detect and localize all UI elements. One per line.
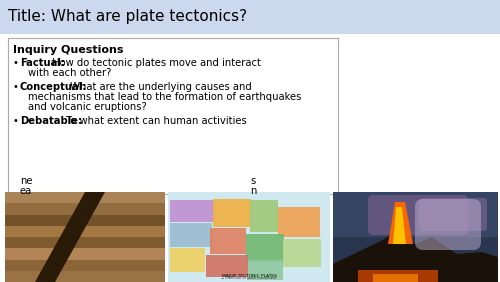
FancyBboxPatch shape [168, 192, 330, 282]
Text: ne: ne [20, 176, 32, 186]
Text: Conceptual:: Conceptual: [20, 82, 87, 92]
FancyBboxPatch shape [283, 239, 321, 267]
Text: How do tectonic plates move and interact: How do tectonic plates move and interact [49, 58, 261, 68]
FancyBboxPatch shape [5, 248, 165, 259]
Polygon shape [333, 232, 498, 282]
FancyBboxPatch shape [250, 200, 278, 232]
Text: s: s [250, 176, 256, 186]
Polygon shape [35, 192, 105, 282]
FancyBboxPatch shape [415, 199, 481, 250]
FancyBboxPatch shape [170, 248, 205, 272]
FancyBboxPatch shape [5, 259, 165, 271]
FancyBboxPatch shape [5, 226, 165, 237]
Polygon shape [388, 202, 413, 244]
FancyBboxPatch shape [206, 255, 248, 277]
FancyBboxPatch shape [373, 274, 418, 282]
FancyBboxPatch shape [5, 271, 165, 282]
Text: n: n [250, 186, 256, 196]
FancyBboxPatch shape [333, 192, 498, 237]
Text: •: • [13, 82, 19, 92]
Text: Debatable:: Debatable: [20, 116, 82, 126]
FancyBboxPatch shape [170, 223, 212, 247]
FancyBboxPatch shape [5, 237, 165, 248]
Text: and volcanic eruptions?: and volcanic eruptions? [28, 102, 147, 112]
Text: What are the underlying causes and: What are the underlying causes and [67, 82, 252, 92]
FancyBboxPatch shape [5, 203, 165, 215]
FancyBboxPatch shape [0, 0, 500, 34]
Text: → Direction of plate movement: → Direction of plate movement [221, 276, 277, 280]
FancyBboxPatch shape [368, 195, 468, 235]
Text: •: • [13, 58, 19, 68]
Text: with each other?: with each other? [28, 68, 112, 78]
FancyBboxPatch shape [278, 207, 320, 237]
Text: Factual:: Factual: [20, 58, 65, 68]
FancyBboxPatch shape [210, 228, 246, 254]
Text: Inquiry Questions: Inquiry Questions [13, 45, 124, 55]
FancyBboxPatch shape [8, 38, 338, 194]
FancyBboxPatch shape [213, 199, 251, 227]
Text: Title: What are plate tectonics?: Title: What are plate tectonics? [8, 10, 247, 25]
Text: •: • [13, 116, 19, 126]
FancyBboxPatch shape [419, 198, 487, 231]
Text: ea: ea [20, 186, 32, 196]
FancyBboxPatch shape [170, 200, 215, 222]
Text: MAJOR TECTONIC PLATES: MAJOR TECTONIC PLATES [222, 274, 276, 278]
FancyBboxPatch shape [5, 192, 165, 203]
FancyBboxPatch shape [358, 270, 438, 282]
Text: mechanisms that lead to the formation of earthquakes: mechanisms that lead to the formation of… [28, 92, 301, 102]
FancyBboxPatch shape [248, 260, 283, 280]
FancyBboxPatch shape [246, 234, 284, 262]
Polygon shape [393, 207, 406, 244]
Text: To what extent can human activities: To what extent can human activities [63, 116, 247, 126]
FancyBboxPatch shape [333, 192, 498, 282]
FancyBboxPatch shape [5, 192, 165, 282]
FancyBboxPatch shape [5, 215, 165, 226]
